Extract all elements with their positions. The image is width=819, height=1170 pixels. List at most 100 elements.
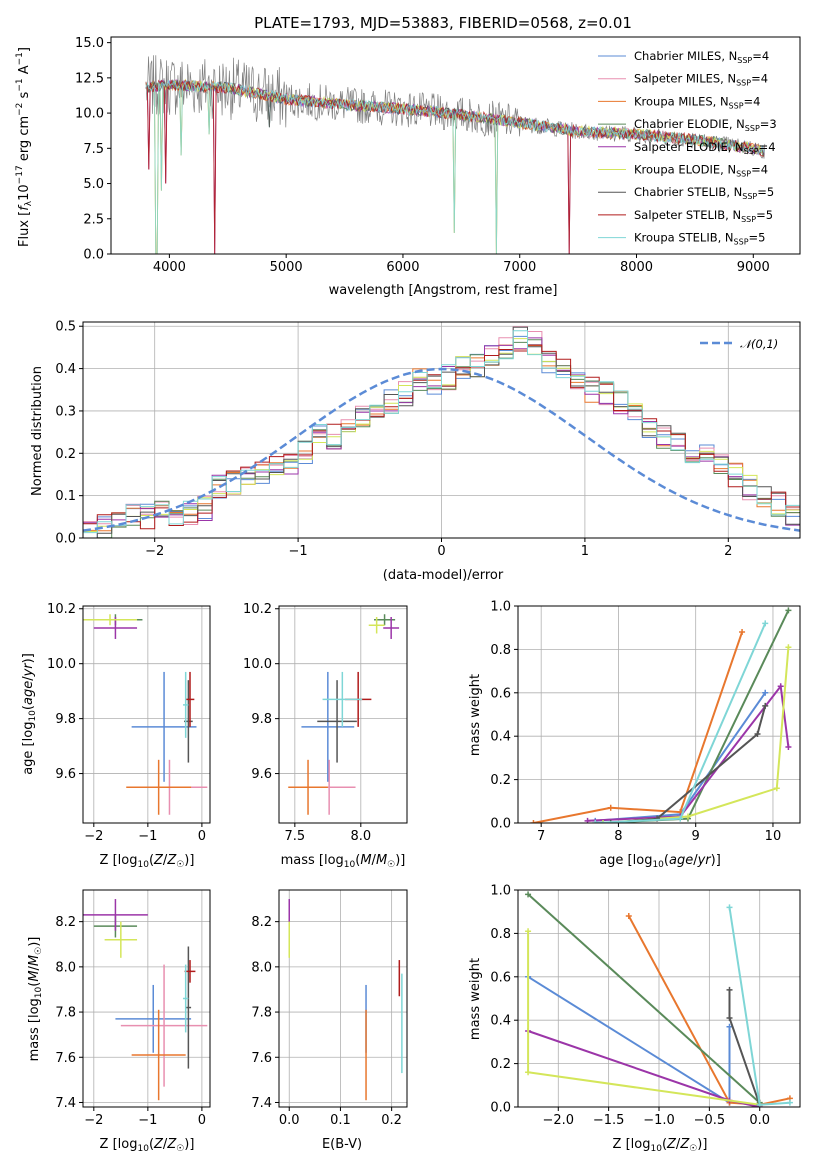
weight-marker <box>525 1069 532 1076</box>
y-tick-label: 0.4 <box>55 362 76 377</box>
y-tick-label: 8.2 <box>55 915 76 930</box>
mass-vs-ebv-xlabel: E(B-V) <box>322 1137 362 1152</box>
model-spectrum-kroupa-stelib <box>145 79 765 254</box>
y-tick-label: 0.6 <box>490 686 511 701</box>
weight-marker <box>726 986 733 993</box>
y-tick-label: 15.0 <box>75 36 104 51</box>
y-tick-label: 8.0 <box>251 960 272 975</box>
x-tick-label: 0 <box>198 1113 206 1128</box>
mass-vs-z-xlabel: Z [log10(Z/Z☉)] <box>100 1137 195 1154</box>
x-tick-label: 8.0 <box>350 829 371 844</box>
x-tick-label: 9 <box>692 829 700 844</box>
legend-label: Kroupa STELIB, NSSP=5 <box>634 231 765 247</box>
age-vs-z-xlabel: Z [log10(Z/Z☉)] <box>100 853 195 870</box>
mass-vs-z-ylabel: mass [log10(M/M☉)] <box>27 937 44 1062</box>
y-tick-label: 10.2 <box>47 602 76 617</box>
weight-marker <box>607 820 614 823</box>
y-tick-label: 0.0 <box>490 817 511 832</box>
plot-area <box>288 614 400 815</box>
y-tick-label: 7.5 <box>83 142 104 157</box>
y-tick-label: 9.6 <box>251 767 272 782</box>
y-tick-label: 0.6 <box>490 970 511 985</box>
y-tick-label: 10.0 <box>243 657 272 672</box>
weight-vs-age-xlabel: age [log10(age/yr)] <box>599 853 721 870</box>
axes-frame <box>278 889 408 1108</box>
y-tick-label: 0.2 <box>490 773 511 788</box>
axes-frame <box>82 889 211 1108</box>
plot-area <box>525 891 793 1107</box>
weight-marker <box>677 815 684 822</box>
y-tick-label: 10.0 <box>47 657 76 672</box>
y-tick-label: 5.0 <box>83 177 104 192</box>
age-vs-z-ylabel: age [log10(age/yr)] <box>21 653 38 775</box>
x-tick-label: 1 <box>581 544 589 559</box>
y-tick-label: 0.3 <box>55 404 76 419</box>
x-tick-label: −2 <box>84 1113 103 1128</box>
weight-marker <box>684 813 691 820</box>
y-tick-label: 12.5 <box>75 71 104 86</box>
weight-marker <box>786 1099 793 1106</box>
weight-marker <box>726 904 733 911</box>
weight-marker <box>754 731 761 738</box>
y-tick-label: 9.8 <box>55 712 76 727</box>
y-tick-label: 7.6 <box>251 1051 272 1066</box>
axes-frame <box>82 605 211 824</box>
y-tick-label: 0.0 <box>490 1101 511 1116</box>
legend-label: Kroupa MILES, NSSP=4 <box>634 94 760 110</box>
y-tick-label: 0.0 <box>83 248 104 263</box>
legend-label: Chabrier STELIB, NSSP=5 <box>634 185 774 201</box>
x-tick-label: 0.2 <box>381 1113 402 1128</box>
mass-vs-ebv-panel: 0.0 0.1 0.2 7.4 7.6 7.8 8.0 8.2 <box>251 889 408 1128</box>
weight-marker <box>762 620 769 627</box>
plot-area <box>83 326 800 538</box>
axes-frame <box>110 36 801 255</box>
y-tick-label: 7.8 <box>55 1006 76 1021</box>
histogram-kroupa-stelib <box>83 330 800 538</box>
weight-marker <box>762 702 769 709</box>
age-vs-mass-xlabel: mass [log10(M/M☉)] <box>281 853 406 870</box>
spectrum-xlabel: wavelength [Angstrom, rest frame] <box>329 283 558 298</box>
x-tick-label: −1 <box>138 1113 157 1128</box>
x-tick-label: 10 <box>765 829 782 844</box>
normal-curve-line <box>83 367 800 532</box>
x-tick-label: 0.0 <box>749 1113 770 1128</box>
spectrum-ylabel: Flux [fλ10−17 erg cm−2 s−1 A−1] <box>15 47 34 247</box>
residuals-xlabel: (data-model)/error <box>383 568 504 583</box>
y-tick-label: 9.8 <box>251 712 272 727</box>
model-spectrum-salpeter-stelib <box>145 79 765 254</box>
y-tick-label: 7.6 <box>55 1051 76 1066</box>
weight-marker <box>773 785 780 792</box>
x-tick-label: −2 <box>145 544 164 559</box>
axes-frame <box>517 605 801 824</box>
weight-marker <box>625 913 632 920</box>
weight-vs-z-panel: −2.0 −1.5 −1.0 −0.5 0.0 0.0 0.2 0.4 0.6 0.8 1.0 <box>490 884 801 1128</box>
y-tick-label: 0.4 <box>490 1014 511 1029</box>
axes-frame <box>278 605 408 824</box>
weight-line-kroupa-miles <box>533 631 744 823</box>
plot-area <box>145 55 766 254</box>
weight-vs-z-ylabel: mass weight <box>468 958 483 1040</box>
x-tick-label: −2.0 <box>542 1113 574 1128</box>
weight-marker <box>726 1015 733 1022</box>
weight-vs-z-xlabel: Z [log10(Z/Z☉)] <box>613 1137 708 1154</box>
x-tick-label: −0.5 <box>694 1113 726 1128</box>
legend-label: Kroupa ELODIE, NSSP=4 <box>634 163 768 179</box>
x-tick-label: 5000 <box>270 260 303 275</box>
plot-area <box>288 899 403 1101</box>
weight-marker <box>592 820 599 823</box>
plot-area <box>530 607 792 823</box>
weight-marker <box>777 683 784 690</box>
x-tick-label: 7 <box>537 829 545 844</box>
axes-frame <box>82 321 801 539</box>
x-tick-label: −1 <box>138 829 157 844</box>
weight-vs-age-ylabel: mass weight <box>468 674 483 756</box>
y-tick-label: 10.0 <box>75 107 104 122</box>
y-tick-label: 7.4 <box>251 1096 272 1111</box>
weight-vs-age-panel: 7 8 9 10 0.0 0.2 0.4 0.6 0.8 1.0 <box>490 600 801 844</box>
weight-marker <box>762 689 769 696</box>
x-tick-label: 8000 <box>620 260 653 275</box>
histogram-chabrier-elodie <box>83 339 800 538</box>
weight-line-salpeter-elodie <box>587 683 790 822</box>
x-tick-label: −1.5 <box>593 1113 625 1128</box>
